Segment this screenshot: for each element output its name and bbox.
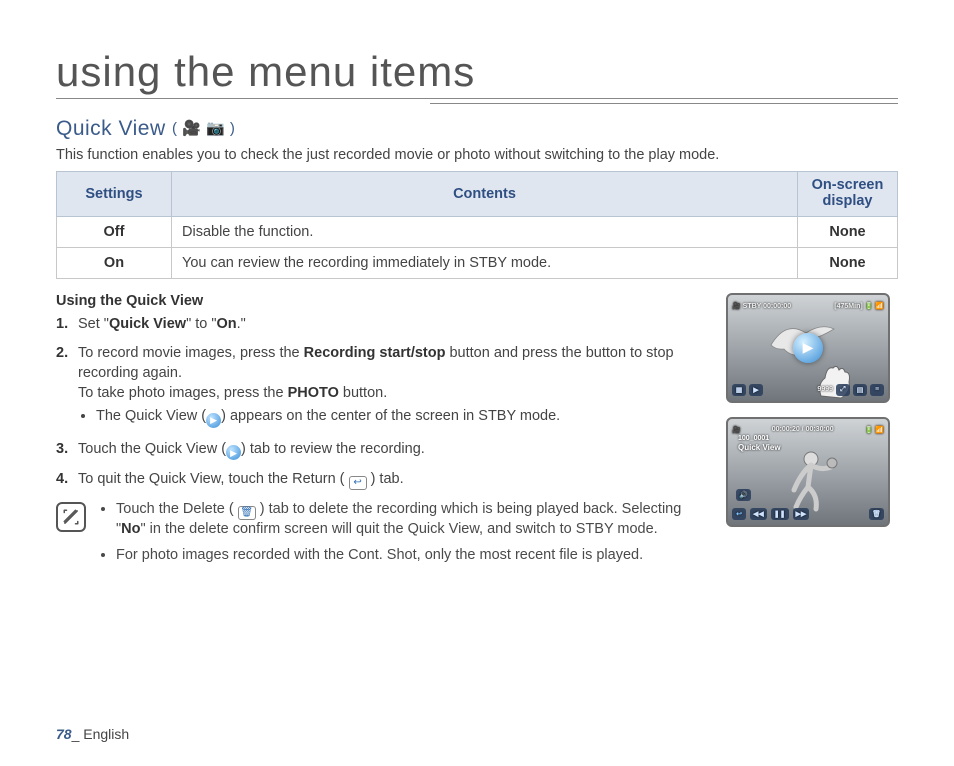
play-pill-icon: ▶ [749, 384, 763, 396]
row-osd: None [798, 216, 898, 247]
row-contents: Disable the function. [172, 216, 798, 247]
th-osd: On-screen display [798, 172, 898, 217]
row-label: On [57, 247, 172, 278]
page-title: using the menu items [56, 48, 898, 99]
trash-icon: 🗑 [238, 506, 256, 520]
zoom-icon: ⤢ [836, 384, 850, 396]
shot2-top-left: 🎥 [732, 426, 741, 434]
th-settings: Settings [57, 172, 172, 217]
step-3: 3. Touch the Quick View (▶) tab to revie… [56, 440, 710, 461]
ff-icon: ▶▶ [793, 508, 810, 520]
page-number: 78 [56, 726, 72, 742]
delete-pill-icon: 🗑 [869, 508, 884, 520]
step-num: 1. [56, 315, 78, 335]
note-icon [56, 502, 86, 532]
vol-icon: 🔊 [736, 489, 751, 501]
return-pill-icon: ↩ [732, 508, 746, 520]
step-2: 2. To record movie images, press the Rec… [56, 344, 710, 429]
step-num: 4. [56, 470, 78, 490]
row-osd: None [798, 247, 898, 278]
step-text: Set "Quick View" to "On." [78, 315, 710, 335]
step-text: Touch the Quick View (▶) tab to review t… [78, 440, 710, 461]
step-2-bullet: The Quick View (▶) appears on the center… [96, 407, 710, 428]
shot2-qv-label: Quick View [738, 443, 781, 452]
shot2-file: 100_0001 [738, 435, 769, 442]
page-lang: English [83, 726, 129, 742]
row-label: Off [57, 216, 172, 247]
grid-icon: ▤ [853, 384, 867, 396]
note-2: For photo images recorded with the Cont.… [116, 546, 710, 566]
section-intro: This function enables you to check the j… [56, 147, 898, 163]
shot1-counter: 9999 [817, 386, 833, 393]
body-right: 🎥 STBY 00:00:00 [475Min] 🔋 📶 ▶ ▦ ▶ 9999 … [726, 293, 898, 572]
title-rule [430, 103, 898, 104]
pause-icon: ❚❚ [771, 508, 789, 520]
step-num: 3. [56, 440, 78, 461]
th-contents: Contents [172, 172, 798, 217]
step-1: 1. Set "Quick View" to "On." [56, 315, 710, 335]
row-contents: You can review the recording immediately… [172, 247, 798, 278]
lcd-screenshot-playback: 🎥 00:00:20 / 00:30:00 🔋 📶 100_0001 Quick… [726, 417, 890, 527]
play-icon: ▶ [226, 445, 241, 460]
shot2-top-right: 🔋 📶 [865, 426, 884, 434]
shot2-top-center: 00:00:20 / 00:30:00 [772, 426, 834, 433]
lcd-screenshot-stby: 🎥 STBY 00:00:00 [475Min] 🔋 📶 ▶ ▦ ▶ 9999 … [726, 293, 890, 403]
section-heading-text: Quick View [56, 117, 166, 140]
play-icon: ▶ [206, 413, 221, 428]
page-footer: 78_ English [56, 726, 129, 742]
menu-icon: ≡ [870, 384, 884, 396]
step-text: To quit the Quick View, touch the Return… [78, 470, 710, 490]
step-4: 4. To quit the Quick View, touch the Ret… [56, 470, 710, 490]
note-1: Touch the Delete ( 🗑 ) tab to delete the… [116, 500, 710, 540]
step-num: 2. [56, 344, 78, 429]
player-graphic [776, 445, 846, 515]
table-row: Off Disable the function. None [57, 216, 898, 247]
rew-icon: ◀◀ [750, 508, 767, 520]
step-text: To record movie images, press the Record… [78, 344, 710, 429]
thumb-icon: ▦ [732, 384, 746, 396]
section-heading: Quick View ( 🎥 📷 ) [56, 117, 898, 141]
settings-table: Settings Contents On-screen display Off … [56, 171, 898, 279]
mode-icons: ( 🎥 📷 ) [172, 120, 235, 137]
th-osd-l2: display [823, 193, 873, 209]
table-row: On You can review the recording immediat… [57, 247, 898, 278]
shot1-top-left: 🎥 STBY 00:00:00 [732, 302, 791, 310]
shot1-top-right: [475Min] 🔋 📶 [834, 302, 884, 310]
steps-list: 1. Set "Quick View" to "On." 2. To recor… [56, 315, 710, 490]
notes-block: Touch the Delete ( 🗑 ) tab to delete the… [56, 500, 710, 571]
usage-subhead: Using the Quick View [56, 293, 710, 309]
body-left: Using the Quick View 1. Set "Quick View"… [56, 293, 710, 572]
return-icon: ↩ [349, 476, 367, 490]
th-osd-l1: On-screen [812, 177, 884, 193]
